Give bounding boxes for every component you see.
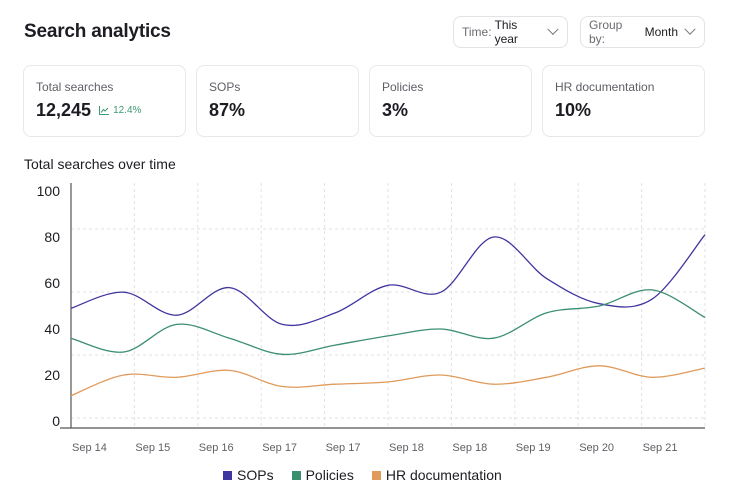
group-by-label: Group by: — [589, 18, 623, 46]
x-tick-label: Sep 18 — [452, 442, 487, 454]
group-by-value: Month — [644, 25, 678, 39]
series-line-hr-documentation — [70, 365, 706, 397]
stat-card-total-searches: Total searches 12,245 12.4% — [23, 65, 186, 137]
y-tick-label: 60 — [44, 275, 60, 291]
y-tick-label: 100 — [37, 183, 61, 199]
legend-swatch — [291, 470, 301, 480]
series-line-sops — [70, 234, 706, 327]
time-filter-label: Time: — [462, 25, 492, 39]
stat-label: SOPs — [209, 80, 241, 94]
x-tick-label: Sep 20 — [579, 442, 614, 454]
x-tick-label: Sep 17 — [262, 442, 297, 454]
legend-label: HR documentation — [385, 467, 502, 483]
x-tick-label: Sep 17 — [326, 442, 361, 454]
legend-swatch — [371, 470, 381, 480]
legend-item-hr-documentation[interactable]: HR documentation — [371, 467, 502, 483]
stat-label: HR documentation — [555, 80, 655, 94]
trend-up-icon — [99, 106, 110, 115]
series-line-policies — [70, 289, 706, 356]
x-tick-label: Sep 14 — [72, 442, 107, 454]
trend-value: 12.4% — [113, 105, 142, 116]
stat-card-hr-documentation: HR documentation 10% — [542, 65, 705, 137]
page-title: Search analytics — [24, 21, 171, 42]
group-by-dropdown[interactable]: Group by: Month — [580, 16, 705, 48]
x-tick-label: Sep 18 — [389, 442, 424, 454]
stat-value: 12,245 — [36, 100, 92, 120]
x-tick-label: Sep 16 — [199, 442, 234, 454]
chart-legend: SOPs Policies HR documentation — [223, 467, 520, 483]
stat-label: Total searches — [36, 80, 114, 94]
y-tick-label: 80 — [44, 229, 60, 245]
x-tick-label: Sep 19 — [516, 442, 551, 454]
time-filter-value: This year — [494, 18, 518, 46]
stat-value: 87% — [209, 100, 246, 120]
stat-card-sops: SOPs 87% — [196, 65, 359, 137]
stat-label: Policies — [382, 80, 424, 94]
time-filter-dropdown[interactable]: Time: This year — [453, 16, 568, 48]
trend-badge: 12.4% — [99, 105, 141, 116]
legend-item-policies[interactable]: Policies — [291, 467, 354, 483]
y-tick-label: 20 — [44, 367, 60, 383]
stat-value: 3% — [382, 100, 409, 120]
y-tick-label: 40 — [44, 321, 60, 337]
x-tick-label: Sep 15 — [135, 442, 170, 454]
y-tick-label: 0 — [52, 413, 60, 429]
stat-value: 10% — [555, 100, 592, 120]
legend-swatch — [223, 470, 232, 480]
x-tick-label: Sep 21 — [643, 442, 678, 454]
legend-item-sops[interactable]: SOPs — [223, 467, 274, 483]
legend-label: SOPs — [237, 467, 274, 483]
stat-card-policies: Policies 3% — [369, 65, 532, 137]
chart-title: Total searches over time — [24, 156, 176, 172]
legend-label: Policies — [305, 467, 354, 483]
